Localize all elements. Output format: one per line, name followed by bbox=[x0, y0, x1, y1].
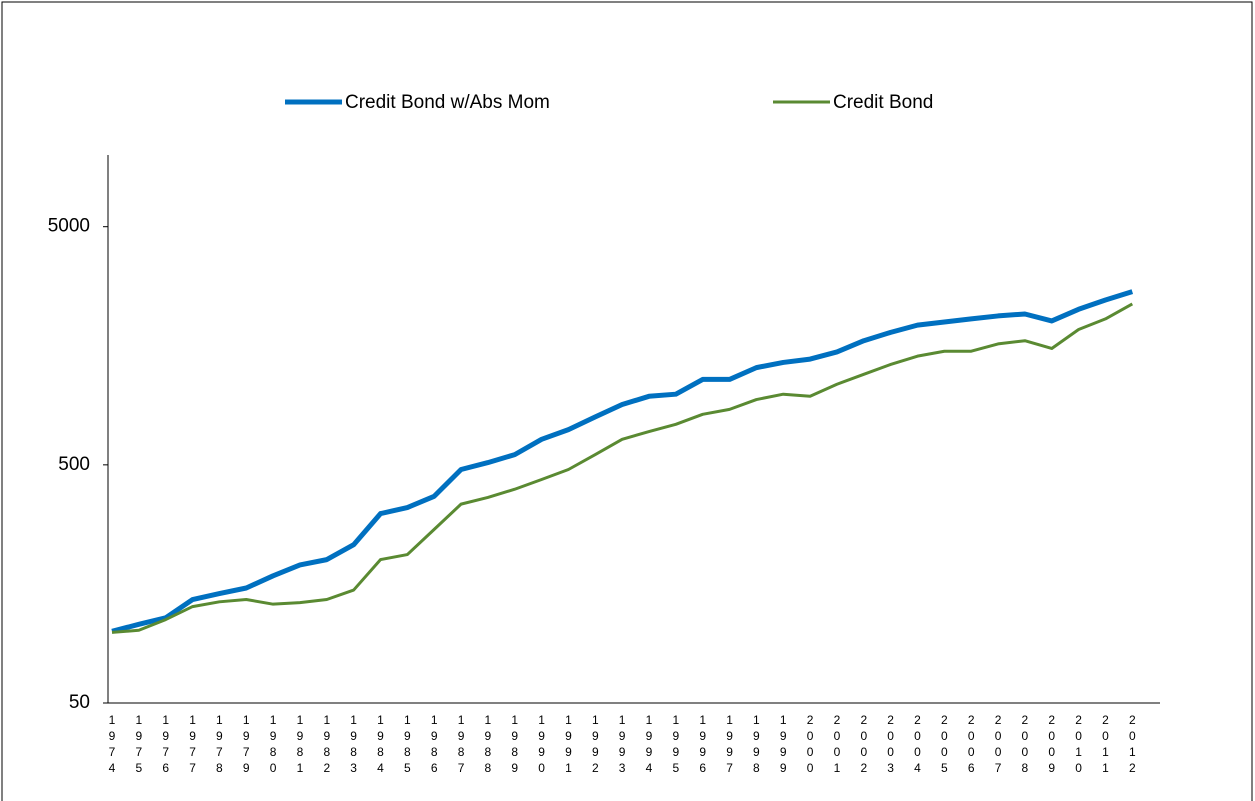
x-tick-label: 1974 bbox=[105, 713, 119, 777]
x-tick-label: 1978 bbox=[212, 713, 226, 777]
x-tick-label: 2010 bbox=[1072, 713, 1086, 777]
data-line bbox=[111, 289, 1134, 634]
data-line bbox=[111, 302, 1134, 634]
x-tick-label: 1983 bbox=[347, 713, 361, 777]
x-tick-label: 1994 bbox=[642, 713, 656, 777]
x-tick-label: 2004 bbox=[911, 713, 925, 777]
legend-label: Credit Bond w/Abs Mom bbox=[345, 92, 550, 113]
x-tick-label: 1976 bbox=[159, 713, 173, 777]
x-tick-label: 2007 bbox=[991, 713, 1005, 777]
x-tick-label: 1977 bbox=[186, 713, 200, 777]
x-tick-label: 1988 bbox=[481, 713, 495, 777]
x-tick-label: 1980 bbox=[266, 713, 280, 777]
y-tick-label: 50 bbox=[69, 692, 90, 713]
legend-label: Credit Bond bbox=[833, 92, 933, 113]
x-tick-label: 2002 bbox=[857, 713, 871, 777]
x-tick-label: 1979 bbox=[239, 713, 253, 777]
x-tick-label: 2006 bbox=[964, 713, 978, 777]
y-tick-label: 5000 bbox=[48, 216, 90, 237]
x-tick-label: 1993 bbox=[615, 713, 629, 777]
x-tick-label: 1986 bbox=[427, 713, 441, 777]
x-tick-label: 2011 bbox=[1098, 713, 1112, 777]
x-tick-label: 2005 bbox=[937, 713, 951, 777]
x-tick-label: 1989 bbox=[508, 713, 522, 777]
x-tick-label: 2008 bbox=[1018, 713, 1032, 777]
x-tick-label: 1991 bbox=[561, 713, 575, 777]
y-tick-label: 500 bbox=[58, 454, 90, 475]
x-tick-label: 2001 bbox=[830, 713, 844, 777]
x-tick-label: 2009 bbox=[1045, 713, 1059, 777]
x-tick-label: 2012 bbox=[1125, 713, 1139, 777]
x-tick-label: 1999 bbox=[776, 713, 790, 777]
x-tick-label: 1985 bbox=[400, 713, 414, 777]
x-tick-label: 1987 bbox=[454, 713, 468, 777]
x-tick-label: 2003 bbox=[884, 713, 898, 777]
x-tick-label: 2000 bbox=[803, 713, 817, 777]
x-tick-label: 1995 bbox=[669, 713, 683, 777]
x-tick-label: 1982 bbox=[320, 713, 334, 777]
x-tick-label: 1992 bbox=[588, 713, 602, 777]
x-tick-label: 1984 bbox=[374, 713, 388, 777]
x-tick-label: 1981 bbox=[293, 713, 307, 777]
x-tick-label: 1990 bbox=[535, 713, 549, 777]
x-tick-label: 1997 bbox=[723, 713, 737, 777]
x-tick-label: 1998 bbox=[749, 713, 763, 777]
x-tick-label: 1975 bbox=[132, 713, 146, 777]
x-tick-label: 1996 bbox=[696, 713, 710, 777]
